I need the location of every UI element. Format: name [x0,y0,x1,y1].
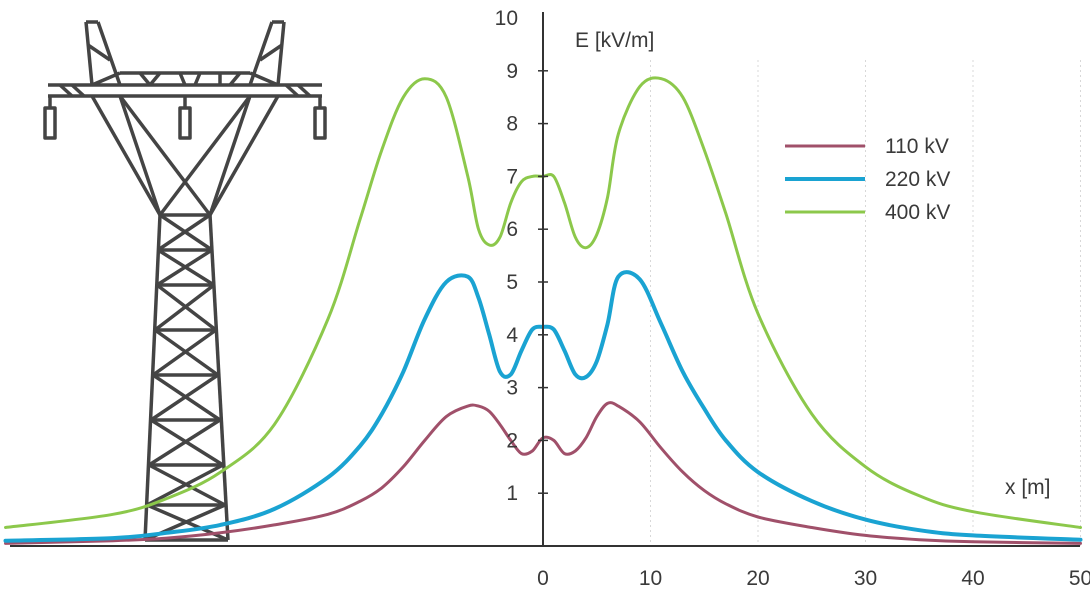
y-tick-label-7: 8 [506,113,518,136]
x-axis-label: x [m] [1005,476,1051,499]
legend: 110 kV 220 kV 400 kV [785,135,950,224]
x-tick-label-2: 20 [746,567,769,589]
x-tick-label-0: 0 [537,567,549,589]
legend-label-1: 220 kV [885,168,950,191]
y-tick-label-5: 6 [506,218,518,241]
y-axis-label: E [kV/m] [575,29,654,52]
x-tick-label-5: 50 [1069,567,1090,589]
y-tick-label-4: 5 [506,271,518,294]
legend-label-2: 400 kV [885,201,950,224]
y-ticks: 1 2 3 4 5 6 7 8 9 10 [495,7,548,505]
y-tick-label-6: 7 [506,165,518,188]
y-tick-label-0: 1 [506,482,518,505]
y-tick-label-3: 4 [506,324,518,347]
x-tick-label-4: 40 [961,567,984,589]
x-tick-label-3: 30 [854,567,877,589]
y-tick-label-8: 9 [506,60,518,83]
grid [650,60,1081,546]
pylon-illustration [43,20,327,542]
x-tick-label-1: 10 [639,567,662,589]
y-tick-label-2: 3 [506,377,518,400]
y-tick-label-1: 2 [506,429,518,452]
legend-label-0: 110 kV [885,135,949,158]
y-tick-label-9: 10 [495,7,518,30]
x-ticks: 0 10 20 30 40 50 [537,567,1090,589]
